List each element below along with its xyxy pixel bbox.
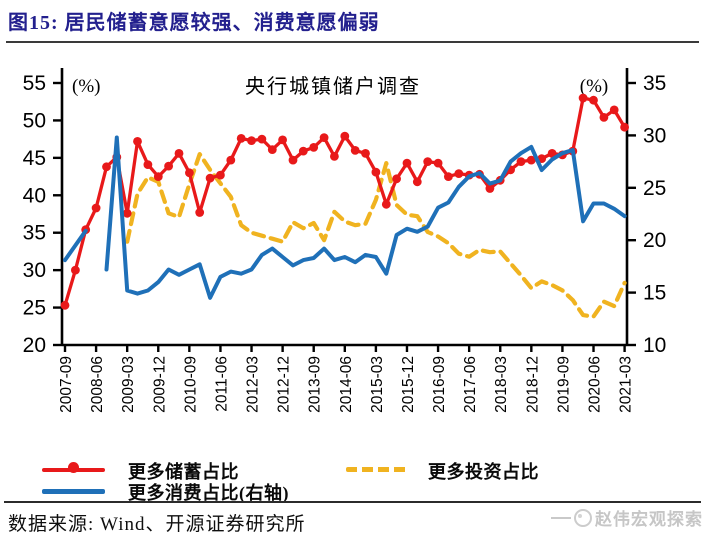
svg-text:2013-09: 2013-09 — [307, 356, 324, 413]
legend-label-investment: 更多投资占比 — [428, 462, 539, 482]
series-1 — [125, 152, 627, 319]
chart-area: 55 50 45 40 35 30 25 20 35 30 25 20 15 10 2007-09 2008-… — [0, 55, 705, 440]
axis-labels: 55 50 45 40 35 30 25 20 35 30 25 20 15 10 2007-09 2008-… — [23, 72, 667, 413]
legend-label-consumption: 更多消费占比(右轴) — [128, 483, 289, 503]
svg-text:25: 25 — [23, 297, 46, 320]
svg-text:2015-12: 2015-12 — [400, 356, 417, 413]
svg-text:2017-06: 2017-06 — [462, 356, 479, 413]
legend-swatch-investment — [346, 467, 408, 472]
svg-text:2015-03: 2015-03 — [369, 356, 386, 413]
svg-text:2018-03: 2018-03 — [493, 356, 510, 413]
svg-text:25: 25 — [643, 177, 666, 200]
series-2 — [63, 135, 627, 300]
svg-text:(%): (%) — [580, 76, 608, 97]
svg-text:20: 20 — [23, 334, 46, 357]
watermark: 赵伟宏观探索 — [551, 505, 703, 530]
svg-text:2020-06: 2020-06 — [587, 356, 604, 413]
svg-text:50: 50 — [23, 109, 46, 132]
svg-text:45: 45 — [23, 147, 46, 170]
svg-text:(%): (%) — [72, 76, 100, 97]
svg-text:30: 30 — [643, 124, 666, 147]
svg-text:15: 15 — [643, 282, 666, 305]
svg-text:2019-09: 2019-09 — [555, 356, 572, 413]
watermark-text: 赵伟宏观探索 — [595, 510, 703, 529]
axes — [60, 68, 629, 347]
svg-text:2016-09: 2016-09 — [431, 356, 448, 413]
legend-marker-savings — [68, 462, 79, 473]
axis-ticks — [53, 81, 636, 352]
svg-text:2018-12: 2018-12 — [524, 356, 541, 413]
svg-text:2010-09: 2010-09 — [182, 356, 199, 413]
svg-text:40: 40 — [23, 184, 46, 207]
title-divider — [6, 41, 699, 43]
data-source: 数据来源: Wind、开源证券研究所 — [8, 514, 306, 535]
svg-text:2021-03: 2021-03 — [618, 356, 635, 413]
svg-text:35: 35 — [23, 222, 46, 245]
svg-text:2014-06: 2014-06 — [338, 356, 355, 413]
chart-titles: (%) (%) 央行城镇储户调查 — [72, 75, 608, 98]
svg-text:55: 55 — [23, 72, 46, 95]
svg-text:35: 35 — [643, 72, 666, 95]
svg-text:30: 30 — [23, 259, 46, 282]
svg-text:2011-06: 2011-06 — [213, 356, 230, 412]
series-0 — [60, 93, 629, 310]
watermark-line — [551, 516, 571, 519]
svg-text:10: 10 — [643, 334, 666, 357]
svg-text:央行城镇储户调查: 央行城镇储户调查 — [245, 75, 421, 98]
svg-text:20: 20 — [643, 229, 666, 252]
svg-text:2009-12: 2009-12 — [151, 356, 168, 413]
svg-text:2008-06: 2008-06 — [89, 356, 106, 413]
svg-text:2009-03: 2009-03 — [120, 356, 137, 413]
footer-divider — [4, 501, 701, 503]
legend-label-savings: 更多储蓄占比 — [128, 462, 239, 482]
line-chart-svg: 55 50 45 40 35 30 25 20 35 30 25 20 15 10 2007-09 2008-… — [23, 68, 667, 413]
svg-text:2007-09: 2007-09 — [58, 356, 75, 413]
watermark-logo-icon — [574, 508, 592, 527]
svg-text:2012-03: 2012-03 — [245, 356, 262, 413]
legend-swatch-consumption — [42, 489, 105, 494]
svg-text:2012-12: 2012-12 — [276, 356, 293, 413]
figure-title: 图15: 居民储蓄意愿较强、消费意愿偏弱 — [8, 12, 380, 34]
